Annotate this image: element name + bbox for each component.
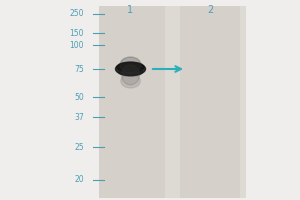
Bar [99,6,165,198]
Text: 250: 250 [70,9,84,19]
Text: 100: 100 [70,40,84,49]
Ellipse shape [116,62,146,75]
Ellipse shape [120,57,141,73]
Ellipse shape [118,68,142,76]
Text: 25: 25 [74,142,84,152]
Ellipse shape [122,65,140,85]
Text: 2: 2 [207,5,213,15]
Text: 50: 50 [74,92,84,102]
Text: 20: 20 [74,176,84,184]
Text: 1: 1 [128,5,134,15]
Text: 75: 75 [74,64,84,73]
Bar [99,6,246,198]
Bar [180,6,240,198]
Text: 37: 37 [74,112,84,121]
Ellipse shape [121,74,140,88]
Ellipse shape [117,62,144,72]
Text: 150: 150 [70,28,84,38]
